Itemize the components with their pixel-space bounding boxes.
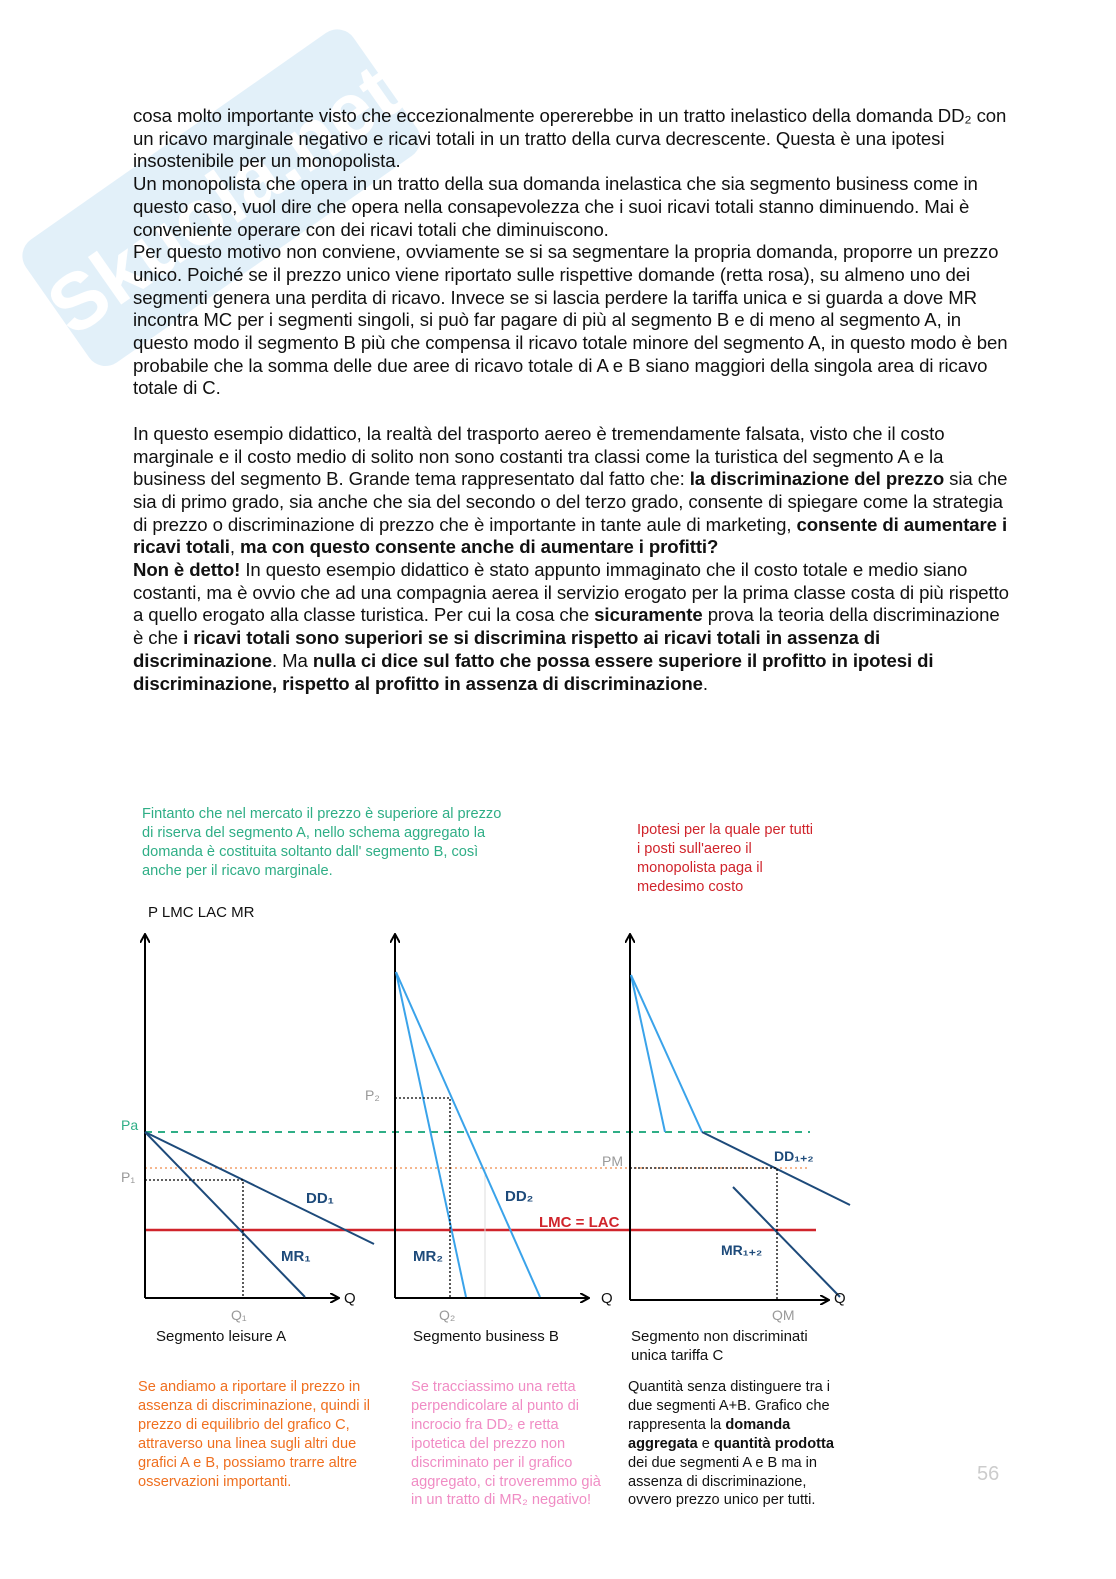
text: . Ma <box>272 649 313 671</box>
text: In questo esempio didattico è stato appu… <box>133 559 1009 626</box>
note-orange: Se andiamo a riportare il prezzo in asse… <box>138 1379 370 1490</box>
dd1-label: DD₁ <box>306 1190 334 1207</box>
dd2-curve <box>395 971 541 1298</box>
text: Quantità senza distinguere tra i due seg… <box>628 1379 830 1433</box>
caption-segment-b: Segmento business B <box>413 1328 559 1345</box>
paragraph: cosa molto importante visto che eccezion… <box>133 105 1007 172</box>
lmc-lac-label: LMC = LAC <box>539 1214 620 1231</box>
body-text: cosa molto importante visto che eccezion… <box>133 105 1013 695</box>
dd1-curve <box>144 1131 375 1245</box>
text: prova la teoria della discriminazione è … <box>133 604 1000 649</box>
bold-text: consente di aumentare i ricavi totali <box>133 513 1008 558</box>
mr-segment-b-curve <box>630 974 666 1133</box>
mr1-label: MR₁ <box>281 1248 311 1265</box>
caption-line: Segmento non discriminati <box>631 1328 808 1345</box>
q-axis-label: Q <box>601 1290 613 1307</box>
qm-label: QM <box>772 1307 795 1323</box>
text: . <box>702 672 708 694</box>
mr1-curve <box>144 1131 306 1298</box>
text: , <box>229 536 241 558</box>
q-axis-label: Q <box>834 1290 846 1307</box>
caption-line: unica tariffa C <box>631 1346 724 1364</box>
p1-q1-guide <box>145 1179 244 1297</box>
note-pink: Se tracciassimo una retta perpendicolare… <box>411 1379 601 1509</box>
mr2-curve <box>395 971 467 1298</box>
q2-label: Q₂ <box>439 1307 455 1323</box>
pm-qm-guide <box>630 1167 778 1300</box>
note-black: Quantità senza distinguere tra i due seg… <box>628 1378 853 1510</box>
q-axis-label: Q <box>344 1290 356 1307</box>
bold-text: sicuramente <box>594 604 703 626</box>
p2-q2-guide <box>395 1097 451 1297</box>
bold-text: quantità prodotta <box>713 1435 834 1452</box>
p2-label: P₂ <box>365 1087 380 1103</box>
q1-label: Q₁ <box>231 1307 247 1323</box>
mr12-curve <box>732 1186 841 1298</box>
paragraph: In questo esempio didattico, la realtà d… <box>133 423 1013 559</box>
text: sia che sia di primo grado, sia anche ch… <box>133 468 1008 535</box>
paragraph: Non è detto! In questo esempio didattico… <box>133 559 1013 695</box>
note-red: Ipotesi per la quale per tutti i posti s… <box>637 822 814 895</box>
dd-segment-b-curve <box>630 974 703 1133</box>
y-axis-label: P LMC LAC MR <box>148 904 255 921</box>
pm-label: PM <box>602 1153 623 1169</box>
note-green: Fintanto che nel mercato il prezzo è sup… <box>142 806 502 879</box>
bold-text: Non è detto! <box>133 559 241 581</box>
text: dei due segmenti A e B ma in assenza di … <box>628 1454 818 1509</box>
text: e <box>697 1435 714 1452</box>
caption-segment-a: Segmento leisure A <box>156 1328 287 1345</box>
mr12-label: MR₁₊₂ <box>721 1242 762 1258</box>
dd12-label: DD₁₊₂ <box>774 1148 814 1164</box>
bold-text: ma con questo consente anche di aumentar… <box>240 536 719 558</box>
bold-text: nulla ci dice sul fatto che possa essere… <box>133 649 934 694</box>
caption-segment-c: Segmento non discriminati unica tariffa … <box>631 1328 808 1365</box>
bold-text: domanda aggregata <box>628 1416 791 1452</box>
text: In questo esempio didattico, la realtà d… <box>133 422 945 490</box>
paragraph: Per questo motivo non conviene, ovviamen… <box>133 241 1008 399</box>
paragraph: Un monopolista che opera in un tratto de… <box>133 173 978 240</box>
pa-label: Pa <box>121 1117 138 1133</box>
dd2-label: DD₂ <box>505 1188 533 1205</box>
p1-label: P₁ <box>121 1169 135 1185</box>
bold-text: la discriminazione del prezzo <box>689 468 945 490</box>
mr2-label: MR₂ <box>413 1248 443 1265</box>
page-number: 56 <box>977 1463 1000 1485</box>
bold-text: i ricavi totali sono superiori se si dis… <box>133 627 881 671</box>
